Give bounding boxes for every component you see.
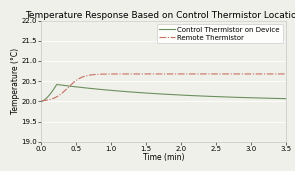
Control Thermistor on Device — [208, 95, 212, 97]
Remote Thermistor — [139, 73, 142, 75]
Control Thermistor on Device — [284, 98, 288, 100]
Line: Control Thermistor on Device: Control Thermistor on Device — [41, 84, 286, 101]
Y-axis label: Temperature (°C): Temperature (°C) — [11, 48, 20, 114]
X-axis label: Time (min): Time (min) — [143, 154, 184, 162]
Remote Thermistor — [235, 73, 238, 75]
Control Thermistor on Device — [235, 96, 239, 98]
Control Thermistor on Device — [148, 92, 151, 94]
Remote Thermistor — [230, 73, 234, 75]
Control Thermistor on Device — [231, 96, 234, 98]
Control Thermistor on Device — [40, 100, 43, 102]
Line: Remote Thermistor: Remote Thermistor — [41, 74, 286, 101]
Title: Temperature Response Based on Control Thermistor Location: Temperature Response Based on Control Th… — [25, 11, 295, 20]
Legend: Control Thermistor on Device, Remote Thermistor: Control Thermistor on Device, Remote The… — [157, 24, 283, 43]
Remote Thermistor — [148, 73, 151, 75]
Remote Thermistor — [40, 100, 43, 102]
Remote Thermistor — [65, 88, 68, 90]
Remote Thermistor — [208, 73, 211, 75]
Remote Thermistor — [284, 73, 288, 75]
Control Thermistor on Device — [55, 83, 58, 86]
Control Thermistor on Device — [139, 92, 142, 94]
Control Thermistor on Device — [65, 85, 68, 87]
